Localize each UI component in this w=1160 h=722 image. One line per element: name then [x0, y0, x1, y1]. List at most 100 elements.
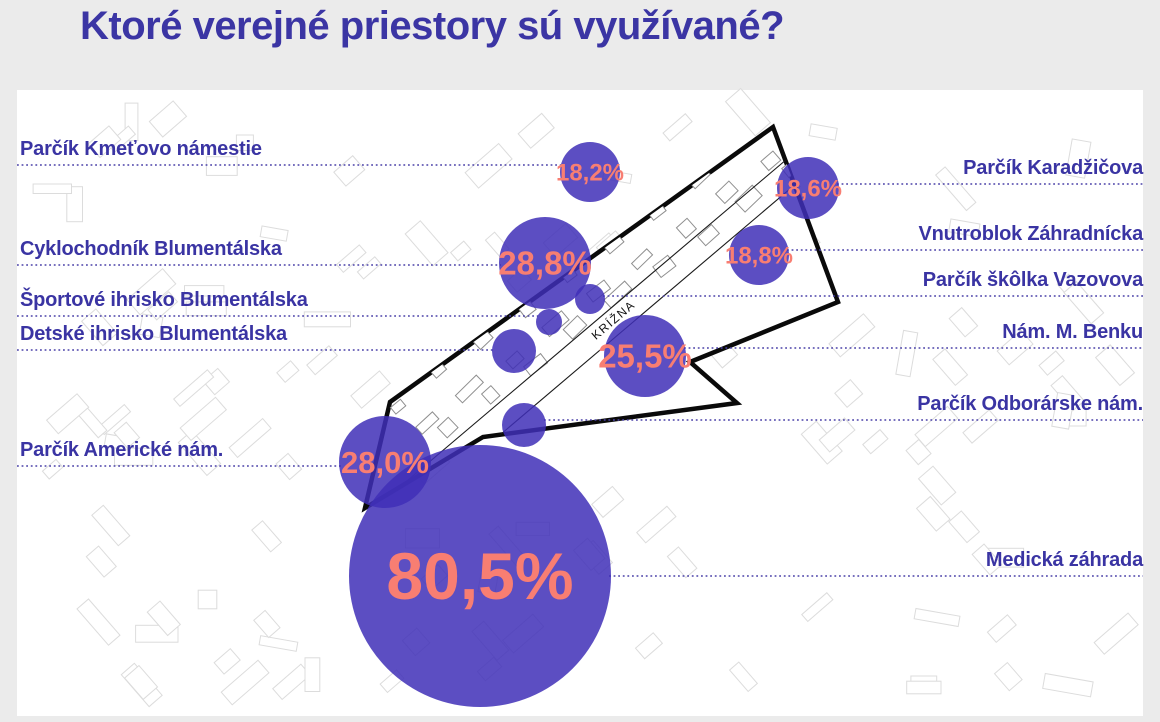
building [734, 184, 763, 213]
site-label: Parčík Karadžičova [963, 157, 1143, 179]
percent-label: 18,6% [774, 175, 842, 202]
building [454, 374, 485, 404]
building [915, 495, 951, 532]
building [213, 647, 241, 675]
building [697, 223, 721, 247]
building [436, 416, 459, 439]
building [1038, 350, 1065, 376]
building [591, 485, 625, 519]
building [87, 125, 122, 159]
site-label: Vnutroblok Záhradnícka [918, 223, 1143, 245]
building [113, 421, 141, 449]
building [760, 150, 782, 172]
building [45, 393, 90, 435]
building [415, 411, 440, 435]
usage-bubble [560, 142, 620, 202]
percent-label: 80,5% [386, 539, 573, 613]
building [1093, 612, 1139, 655]
usage-bubble [604, 315, 686, 397]
building [828, 313, 876, 358]
building [183, 285, 225, 297]
building [818, 417, 856, 453]
building [728, 661, 759, 693]
building [228, 417, 272, 459]
building [76, 598, 121, 646]
percent-label: 28,0% [341, 445, 429, 480]
building [258, 635, 299, 652]
site-label: Detské ihrisko Blumentálska [20, 323, 287, 345]
building [404, 220, 449, 267]
building [480, 384, 501, 405]
usage-bubble [575, 284, 605, 314]
building [356, 256, 382, 280]
site-label: Medická záhrada [985, 549, 1143, 571]
usage-bubbles [339, 142, 839, 707]
building [962, 409, 999, 444]
usage-bubble [349, 445, 611, 707]
building [1042, 672, 1094, 698]
building [652, 254, 677, 279]
building [276, 360, 300, 384]
building [675, 217, 698, 239]
building [634, 632, 664, 660]
building [993, 661, 1023, 692]
percent-label: 25,5% [598, 338, 692, 375]
building [220, 659, 270, 706]
building [666, 546, 698, 579]
building [177, 429, 222, 477]
building [636, 505, 677, 544]
building [971, 543, 1003, 576]
building [179, 396, 228, 442]
building [801, 592, 834, 623]
percent-label: 18,8% [725, 242, 793, 269]
building [808, 123, 838, 141]
building [1063, 280, 1105, 325]
site-label: Parčík Americké nám. [20, 439, 224, 461]
site-label: Nám. M. Benku [1002, 321, 1143, 343]
site-label: Športové ihrisko Blumentálska [20, 289, 308, 311]
building [173, 369, 215, 407]
building [32, 183, 72, 194]
building [126, 267, 177, 316]
building [996, 329, 1034, 366]
building [449, 240, 472, 262]
percent-label: 28,8% [498, 245, 592, 282]
building [303, 311, 351, 328]
building [986, 614, 1017, 644]
building [948, 510, 981, 544]
usage-bubble [536, 309, 562, 335]
building [862, 428, 889, 455]
building [948, 218, 981, 238]
building [630, 248, 654, 271]
building [895, 329, 919, 378]
building [304, 657, 321, 692]
building [714, 180, 739, 205]
building [934, 166, 977, 212]
usage-bubble [729, 225, 789, 285]
building [235, 134, 254, 151]
building [146, 600, 182, 637]
building [80, 308, 118, 347]
building [259, 225, 289, 242]
usage-bubble [499, 217, 591, 309]
building [205, 156, 238, 176]
usage-bubble [777, 157, 839, 219]
building [913, 607, 961, 628]
building [253, 609, 281, 639]
building [306, 345, 338, 376]
building [662, 113, 693, 142]
building [1065, 138, 1092, 179]
building [603, 280, 633, 309]
building [906, 680, 942, 695]
building [917, 465, 957, 506]
building [724, 87, 772, 137]
street-line [407, 147, 801, 481]
building [1094, 344, 1136, 387]
building [464, 142, 513, 189]
page-title: Ktoré verejné priestory sú využívané? [80, 4, 785, 48]
leader-lines [17, 164, 1143, 577]
building [905, 438, 932, 466]
site-label: Parčík Kmeťovo námestie [20, 138, 262, 160]
